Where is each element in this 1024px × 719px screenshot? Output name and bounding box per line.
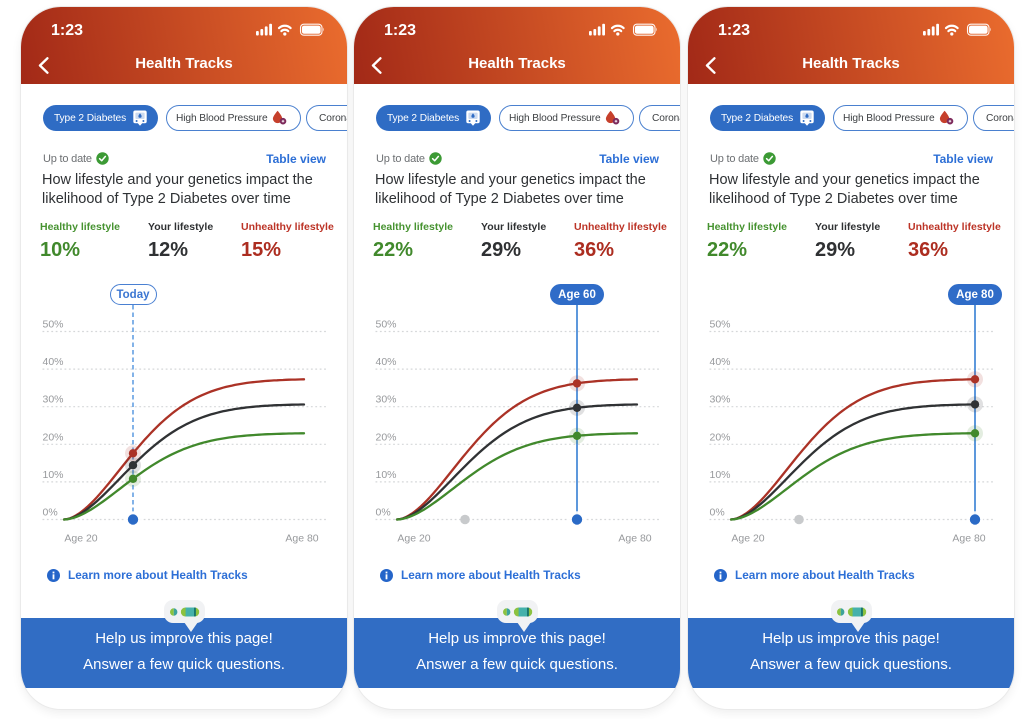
svg-text:50%: 50% <box>43 319 64 331</box>
svg-text:30%: 30% <box>43 394 64 406</box>
svg-text:Age 20: Age 20 <box>64 533 97 545</box>
svg-text:Age 80: Age 80 <box>952 533 985 545</box>
svg-text:30%: 30% <box>376 394 397 406</box>
svg-text:10%: 10% <box>43 469 64 481</box>
svg-text:40%: 40% <box>43 356 64 368</box>
svg-text:Age 80: Age 80 <box>285 533 318 545</box>
svg-text:30%: 30% <box>710 394 731 406</box>
svg-text:50%: 50% <box>376 319 397 331</box>
svg-text:50%: 50% <box>710 319 731 331</box>
svg-text:0%: 0% <box>710 507 725 519</box>
svg-text:40%: 40% <box>710 356 731 368</box>
svg-text:10%: 10% <box>376 469 397 481</box>
svg-text:Age 80: Age 80 <box>618 533 651 545</box>
svg-text:0%: 0% <box>43 507 58 519</box>
svg-text:20%: 20% <box>43 431 64 443</box>
svg-text:10%: 10% <box>710 469 731 481</box>
svg-text:20%: 20% <box>376 431 397 443</box>
svg-text:20%: 20% <box>710 431 731 443</box>
svg-text:40%: 40% <box>376 356 397 368</box>
svg-text:0%: 0% <box>376 507 391 519</box>
svg-text:Age 20: Age 20 <box>397 533 430 545</box>
svg-text:Age 20: Age 20 <box>731 533 764 545</box>
